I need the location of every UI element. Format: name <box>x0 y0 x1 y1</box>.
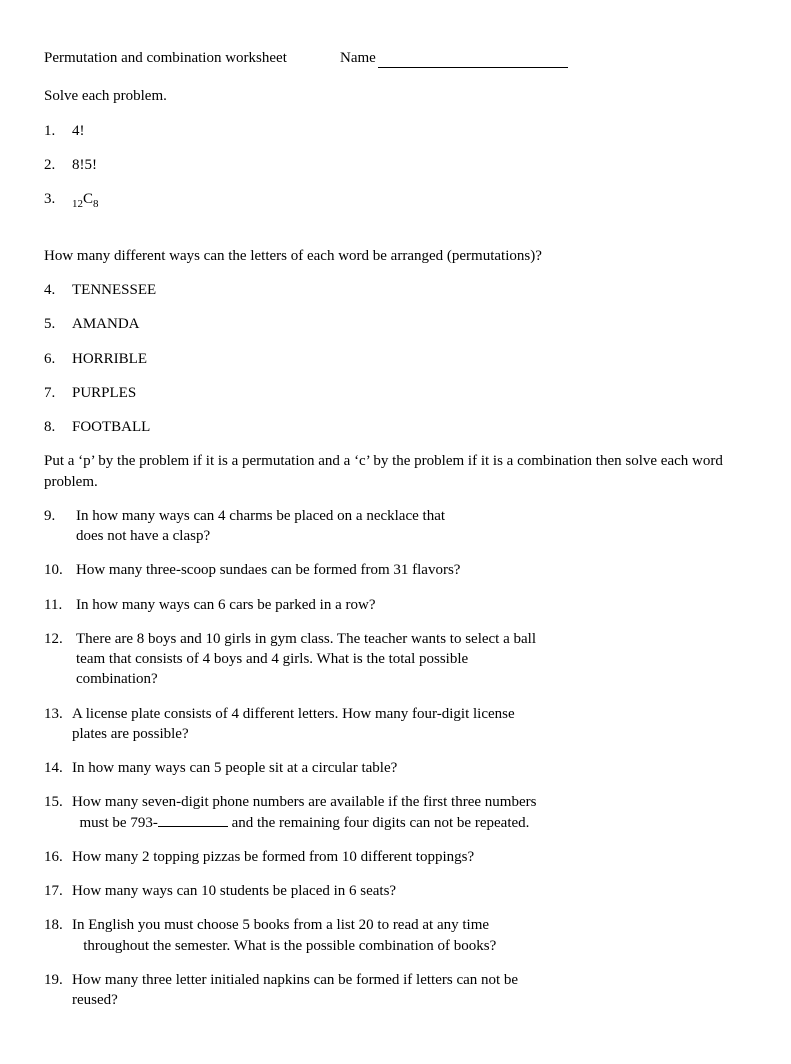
question-number: 11. <box>44 595 72 615</box>
line-1: In how many ways can 4 charms be placed … <box>76 508 445 524</box>
subscript-left: 12 <box>72 198 83 210</box>
question-text: In how many ways can 5 people sit at a c… <box>72 758 747 778</box>
question-text: 4! <box>72 121 747 141</box>
line-2: plates are possible? <box>72 726 189 742</box>
question-text: TENNESSEE <box>72 280 747 300</box>
question-15: 15. How many seven-digit phone numbers a… <box>44 792 747 833</box>
question-text: HORRIBLE <box>72 349 747 369</box>
question-number: 3. <box>44 189 72 212</box>
line-1: How many three letter initialed napkins … <box>72 972 518 988</box>
question-text: FOOTBALL <box>72 417 747 437</box>
question-number: 15. <box>44 792 72 833</box>
question-text: How many three-scoop sundaes can be form… <box>72 560 747 580</box>
line-2: throughout the semester. What is the pos… <box>83 938 496 954</box>
combination-C: C <box>83 191 93 207</box>
question-11: 11. In how many ways can 6 cars be parke… <box>44 595 747 615</box>
question-list-3c: 14. In how many ways can 5 people sit at… <box>44 758 747 1010</box>
instruction-3: Put a ‘p’ by the problem if it is a perm… <box>44 451 747 492</box>
question-8: 8. FOOTBALL <box>44 417 747 437</box>
line-1: There are 8 boys and 10 girls in gym cla… <box>76 631 536 647</box>
question-list-3: 9. In how many ways can 4 charms be plac… <box>44 506 747 615</box>
question-number: 17. <box>44 881 72 901</box>
header-row: Permutation and combination worksheet Na… <box>44 48 747 68</box>
question-13: 13. A license plate consists of 4 differ… <box>44 704 747 745</box>
question-1: 1. 4! <box>44 121 747 141</box>
question-list-3b: 12. There are 8 boys and 10 girls in gym… <box>44 629 747 744</box>
question-17: 17. How many ways can 10 students be pla… <box>44 881 747 901</box>
question-text: AMANDA <box>72 314 747 334</box>
name-blank-line[interactable] <box>378 48 568 68</box>
question-number: 6. <box>44 349 72 369</box>
question-text: 12C8 <box>72 189 747 212</box>
question-number: 4. <box>44 280 72 300</box>
instruction-2: How many different ways can the letters … <box>44 246 747 266</box>
question-14: 14. In how many ways can 5 people sit at… <box>44 758 747 778</box>
question-text: How many seven-digit phone numbers are a… <box>72 792 747 833</box>
question-3: 3. 12C8 <box>44 189 747 212</box>
question-list-1: 1. 4! 2. 8!5! 3. 12C8 <box>44 121 747 212</box>
question-number: 12. <box>44 629 72 690</box>
question-5: 5. AMANDA <box>44 314 747 334</box>
question-list-2: 4. TENNESSEE 5. AMANDA 6. HORRIBLE 7. PU… <box>44 280 747 437</box>
line-2a: must be 793- <box>80 815 158 831</box>
question-number: 10. <box>44 560 72 580</box>
instruction-1: Solve each problem. <box>44 86 747 106</box>
question-text: 8!5! <box>72 155 747 175</box>
question-number: 14. <box>44 758 72 778</box>
question-number: 19. <box>44 970 72 1011</box>
question-2: 2. 8!5! <box>44 155 747 175</box>
worksheet-page: Permutation and combination worksheet Na… <box>0 0 791 1064</box>
question-7: 7. PURPLES <box>44 383 747 403</box>
line-1: In English you must choose 5 books from … <box>72 917 489 933</box>
line-3: combination? <box>76 671 158 687</box>
question-text: A license plate consists of 4 different … <box>72 704 747 745</box>
line-1: A license plate consists of 4 different … <box>72 706 515 722</box>
question-text: How many 2 topping pizzas be formed from… <box>72 847 747 867</box>
question-4: 4. TENNESSEE <box>44 280 747 300</box>
question-18: 18. In English you must choose 5 books f… <box>44 915 747 956</box>
question-number: 9. <box>44 506 72 547</box>
question-number: 8. <box>44 417 72 437</box>
question-text: In English you must choose 5 books from … <box>72 915 747 956</box>
question-10: 10. How many three-scoop sundaes can be … <box>44 560 747 580</box>
question-text: In how many ways can 4 charms be placed … <box>72 506 747 547</box>
question-number: 13. <box>44 704 72 745</box>
question-text: There are 8 boys and 10 girls in gym cla… <box>72 629 747 690</box>
question-16: 16. How many 2 topping pizzas be formed … <box>44 847 747 867</box>
question-number: 1. <box>44 121 72 141</box>
question-number: 18. <box>44 915 72 956</box>
question-text: How many ways can 10 students be placed … <box>72 881 747 901</box>
question-number: 2. <box>44 155 72 175</box>
subscript-right: 8 <box>93 198 99 210</box>
question-19: 19. How many three letter initialed napk… <box>44 970 747 1011</box>
question-number: 5. <box>44 314 72 334</box>
line-1: How many seven-digit phone numbers are a… <box>72 794 536 810</box>
question-text: How many three letter initialed napkins … <box>72 970 747 1011</box>
question-text: In how many ways can 6 cars be parked in… <box>72 595 747 615</box>
question-number: 16. <box>44 847 72 867</box>
line-2: does not have a clasp? <box>76 528 210 544</box>
question-6: 6. HORRIBLE <box>44 349 747 369</box>
line-2b: and the remaining four digits can not be… <box>228 815 530 831</box>
blank-line[interactable] <box>158 826 228 827</box>
question-9: 9. In how many ways can 4 charms be plac… <box>44 506 747 547</box>
worksheet-title: Permutation and combination worksheet <box>44 48 340 68</box>
question-text: PURPLES <box>72 383 747 403</box>
question-12: 12. There are 8 boys and 10 girls in gym… <box>44 629 747 690</box>
line-2: team that consists of 4 boys and 4 girls… <box>76 651 468 667</box>
question-number: 7. <box>44 383 72 403</box>
name-label: Name <box>340 48 376 68</box>
line-2: reused? <box>72 992 118 1008</box>
